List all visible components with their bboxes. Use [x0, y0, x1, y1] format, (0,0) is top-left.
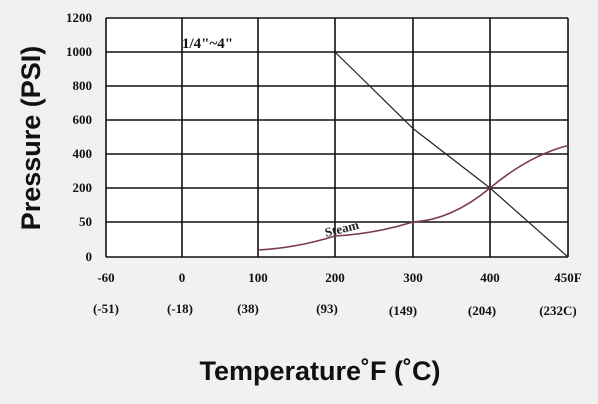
grid: [105, 17, 569, 258]
y-tick-label: 50: [79, 214, 92, 229]
pressure-rating-line: [334, 51, 569, 258]
series-lines: [257, 51, 569, 258]
tick-labels: 0 50 200 400 600 800 1000 1200 -60 0 100 200 300 400 4…: [66, 10, 582, 318]
x-tick-label-celsius: (93): [316, 301, 338, 316]
y-tick-label: 800: [73, 78, 93, 93]
x-tick-label-celsius: (38): [237, 301, 259, 316]
x-tick-label-celsius: (204): [468, 303, 496, 318]
x-tick-label: 100: [248, 270, 268, 285]
x-axis-label: Temperature˚F (˚C): [199, 356, 440, 386]
x-tick-label-celsius: (-18): [167, 301, 193, 316]
x-tick-label: 400: [480, 270, 500, 285]
y-tick-label: 600: [73, 112, 93, 127]
steam-curve: [257, 144, 569, 251]
x-tick-label-celsius: (232C): [539, 303, 577, 318]
y-tick-label: 1200: [66, 10, 92, 25]
x-tick-label-celsius: (149): [389, 303, 417, 318]
plot-area: [106, 18, 568, 257]
x-tick-label: 200: [325, 270, 345, 285]
y-tick-label: 200: [73, 180, 93, 195]
x-tick-label: 300: [403, 270, 423, 285]
x-tick-label-celsius: (-51): [93, 301, 119, 316]
y-tick-label: 0: [86, 249, 93, 264]
x-tick-label: 450F: [554, 270, 582, 285]
x-tick-label: -60: [97, 270, 114, 285]
x-tick-label: 0: [179, 270, 186, 285]
y-tick-label: 400: [73, 146, 93, 161]
y-axis-label: Pressure (PSI): [16, 46, 46, 231]
size-annotation: 1/4"~4": [182, 36, 233, 52]
y-tick-label: 1000: [66, 44, 92, 59]
